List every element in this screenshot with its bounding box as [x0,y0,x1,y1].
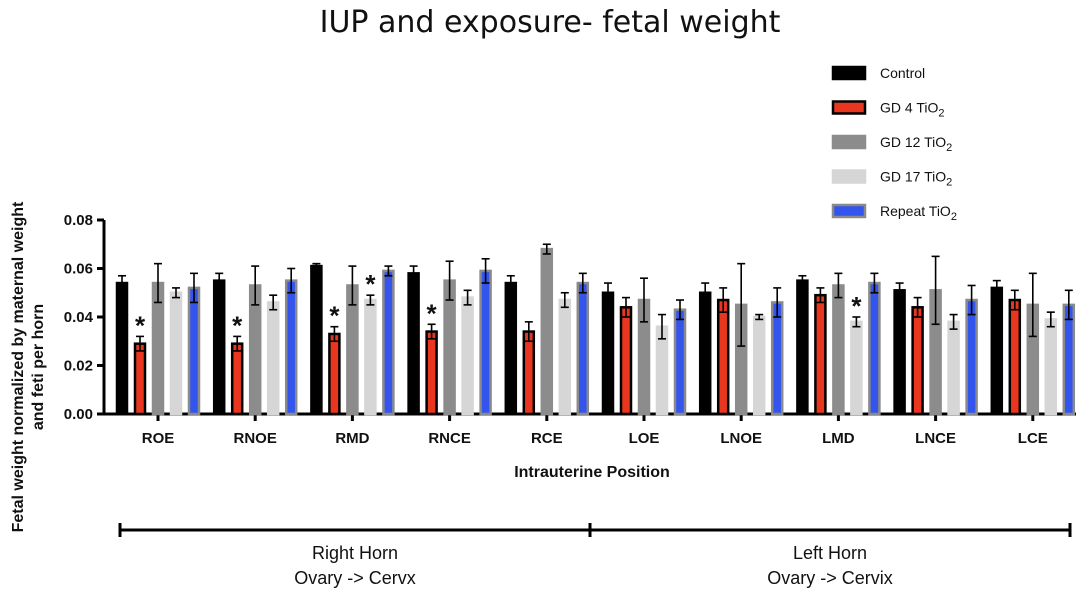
x-tick-label: LNCE [915,430,956,447]
bar-roe-series-1 [133,342,147,416]
x-tick-label: RMD [335,430,369,447]
legend-swatch-series-3 [831,169,867,184]
bar-loe-series-1 [619,306,633,416]
x-tick-label: RCE [531,430,563,447]
bar-lnce-series-0 [893,289,906,416]
legend-label-subscript: 2 [946,142,952,154]
bar-rnce-series-1 [425,330,438,416]
horn-group-title: Right Horn [312,543,398,563]
bar-rmd-series-1 [328,332,341,416]
x-tick-label: LOE [629,430,660,447]
bar-roe-series-0 [115,281,129,416]
legend-label-main: GD 12 TiO [880,134,946,150]
bar-lnoe-series-4 [770,301,784,416]
x-tick-label: LCE [1018,430,1048,447]
bar-rnce-series-0 [407,272,420,416]
bar-rce-series-4 [576,281,590,416]
bar-lmd-series-4 [868,281,881,416]
bar-lmd-series-3 [850,320,863,416]
bar-rce-series-3 [558,298,572,416]
bar-lmd-series-1 [814,293,827,416]
bar-roe-series-4 [187,286,201,416]
significance-star: * [232,310,243,340]
bar-rce-series-0 [504,281,518,416]
plot-area: 0.00 0.02 0.04 0.06 0.08 ROE RNOE RMD RNCE RCE LOE… [64,212,1076,447]
bar-rce-series-2 [540,247,554,416]
x-axis-label: Intrauterine Position [514,464,670,481]
bar-lnoe-series-0 [698,291,712,416]
bar-lce-series-1 [1008,298,1022,416]
chart-title: IUP and exposure- fetal weight [320,5,781,40]
x-tick-label: RNOE [234,430,277,447]
y-tick-label: 0.00 [64,406,93,423]
bar-loe-series-3 [655,325,669,416]
bar-lnce-series-1 [911,306,924,416]
bar-loe-series-4 [673,308,687,416]
x-tick-label: LNOE [720,430,762,447]
legend-label-main: Control [880,65,925,81]
bar-rnoe-series-4 [284,279,298,416]
y-tick-label: 0.06 [64,261,93,278]
bar-lnoe-series-1 [716,298,730,416]
legend-swatch-series-1 [831,100,867,115]
significance-star: * [329,301,340,331]
bar-rmd-series-3 [364,298,377,416]
legend-label-subscript: 2 [946,177,952,189]
significance-star: * [427,298,438,328]
bar-lnce-series-4 [965,298,978,416]
y-axis-label: Fetal weight normalized by maternal weig… [10,201,47,532]
bar-lce-series-4 [1062,303,1076,416]
legend-label-main: GD 4 TiO [880,100,938,116]
bar-lmd-series-2 [832,284,845,416]
bar-rnoe-series-1 [230,342,244,416]
bar-lnoe-series-3 [752,315,766,416]
legend-label-series-3: GD 17 TiO2 [880,169,952,189]
legend-label-series-1: GD 4 TiO2 [880,100,944,120]
bar-loe-series-0 [601,291,615,416]
legend-label-main: Repeat TiO [880,203,951,219]
bar-rmd-series-4 [382,269,395,416]
y-tick-label: 0.02 [64,358,93,375]
legend-swatch-series-2 [831,134,867,150]
legend-label-subscript: 2 [951,211,957,223]
bar-roe-series-3 [169,291,183,416]
legend-swatch-series-0 [831,65,867,81]
significance-star: * [135,310,146,340]
horn-group-subtitle: Ovary -> Cervx [294,568,416,588]
significance-star: * [851,291,862,321]
y-axis-label-line1: Fetal weight normalized by maternal weig… [10,201,27,532]
bar-lce-series-3 [1044,318,1058,416]
legend-label-series-2: GD 12 TiO2 [880,134,952,154]
bar-lmd-series-0 [796,279,809,416]
legend-label-series-4: Repeat TiO2 [880,203,957,223]
horn-group-title: Left Horn [793,543,867,563]
bar-rnoe-series-0 [212,279,226,416]
bar-lce-series-0 [990,286,1004,416]
legend-label-main: GD 17 TiO [880,169,946,185]
bar-rce-series-1 [522,330,536,416]
x-tick-label: RNCE [428,430,471,447]
x-tick-label: LMD [822,430,855,447]
bar-rmd-series-0 [310,264,323,416]
x-tick-label: ROE [142,430,175,447]
y-axis-label-line2: and feti per horn [30,304,47,430]
horn-groups: Right Horn Ovary -> Cervx Left Horn Ovary -… [118,523,1072,588]
legend-label-series-0: Control [880,65,925,81]
horn-group-subtitle: Ovary -> Cervix [767,568,893,588]
y-tick-label: 0.04 [64,309,94,326]
legend-label-subscript: 2 [938,108,944,120]
bar-rnce-series-4 [479,269,492,416]
y-tick-label: 0.08 [64,212,93,229]
legend-swatch-series-4 [831,203,867,219]
bar-rnce-series-3 [461,296,474,416]
bar-rnoe-series-3 [266,301,280,416]
bar-lnce-series-3 [947,320,960,416]
significance-star: * [365,269,376,299]
